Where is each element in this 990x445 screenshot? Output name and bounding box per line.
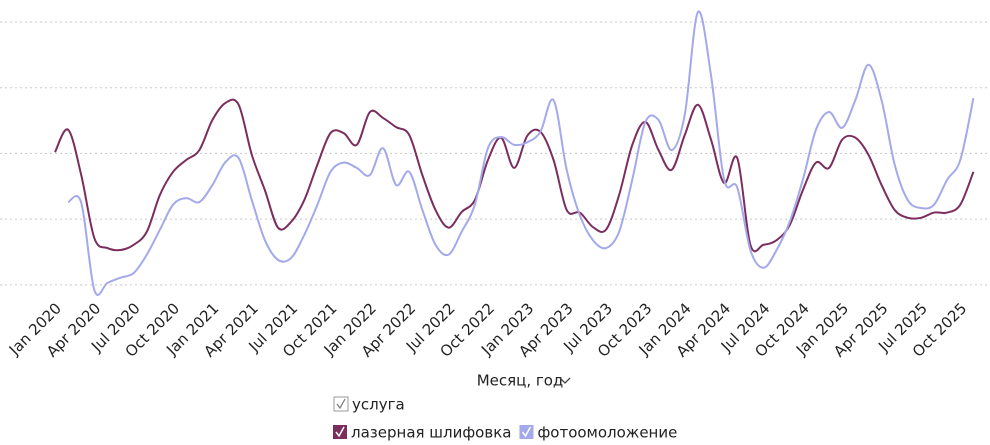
legend-label: лазерная шлифовка [351,424,511,442]
series-line [54,98,975,253]
legend-label: фотоомоложение [537,424,677,442]
check-mark [336,398,346,410]
dropdown-chevron[interactable] [559,377,571,384]
legend-swatch[interactable] [333,425,347,439]
legend-swatch[interactable] [519,425,534,439]
check-mark [521,426,532,438]
legend-title: услуга [352,396,405,414]
x-axis-title: Месяц, год [477,372,564,390]
legend-title-checkbox[interactable] [333,396,349,412]
check-mark [335,426,345,438]
series-line [67,10,975,296]
